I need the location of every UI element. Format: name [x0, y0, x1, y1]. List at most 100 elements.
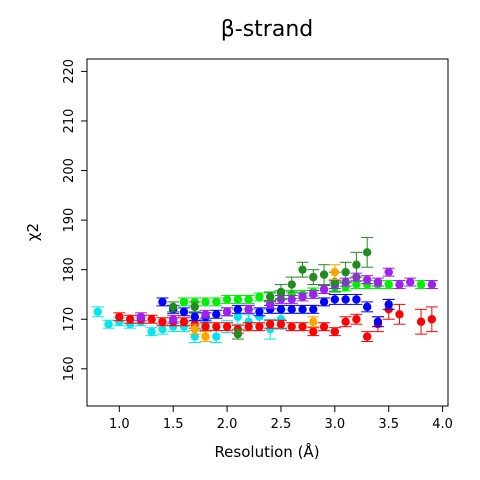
data-point: [201, 332, 210, 341]
data-point: [276, 287, 286, 297]
data-point: [384, 267, 393, 277]
data-point: [244, 305, 253, 314]
data-point: [125, 315, 135, 324]
data-point: [373, 277, 383, 287]
data-point: [222, 322, 232, 331]
data-point: [287, 280, 296, 289]
x-tick-label: 3.0: [325, 417, 346, 432]
series-5: [167, 236, 374, 340]
data-point: [352, 295, 361, 304]
data-point: [395, 310, 404, 319]
y-axis-label: χ2: [24, 223, 42, 241]
data-point: [362, 332, 372, 341]
y-tick-label: 190: [62, 208, 77, 233]
data-point: [427, 280, 437, 289]
data-point: [244, 295, 253, 304]
data-point: [298, 322, 307, 331]
data-point: [330, 267, 340, 277]
y-tick-label: 210: [62, 109, 77, 134]
x-axis-label: Resolution (Å): [214, 442, 319, 461]
data-point: [287, 305, 296, 314]
data-point: [406, 277, 415, 287]
data-point: [319, 270, 329, 279]
x-tick-label: 3.5: [378, 417, 399, 432]
data-point: [276, 320, 286, 329]
data-point: [427, 315, 437, 324]
data-point: [298, 292, 307, 302]
data-point: [190, 302, 199, 312]
data-point: [362, 248, 372, 257]
data-point: [104, 320, 113, 329]
series-4: [134, 267, 438, 324]
data-point: [265, 320, 275, 329]
data-point: [384, 280, 393, 289]
data-point: [190, 324, 199, 334]
data-point: [201, 297, 210, 307]
x-tick-label: 4.0: [432, 417, 453, 432]
data-point: [169, 302, 178, 312]
data-point: [341, 267, 350, 277]
data-point: [341, 317, 350, 326]
data-point: [179, 297, 189, 307]
data-point: [244, 322, 253, 331]
data-point: [255, 292, 264, 302]
data-point: [330, 327, 340, 336]
data-point: [233, 305, 243, 314]
y-tick-label: 180: [62, 257, 77, 282]
data-point: [352, 280, 361, 289]
data-point: [319, 297, 329, 307]
data-point: [158, 297, 167, 307]
data-point: [158, 324, 167, 334]
data-point: [416, 317, 426, 326]
data-point: [384, 300, 393, 309]
data-point: [255, 322, 264, 331]
data-point: [190, 312, 199, 321]
x-tick-label: 2.0: [217, 417, 238, 432]
chart-title: β-strand: [221, 17, 314, 42]
x-tick-label: 1.5: [163, 417, 184, 432]
data-point: [319, 322, 329, 331]
data-point: [309, 327, 318, 336]
data-point: [330, 295, 340, 304]
data-point: [362, 275, 372, 284]
data-point: [136, 312, 146, 321]
y-tick-label: 160: [62, 356, 77, 381]
data-point: [222, 295, 232, 304]
series-6: [188, 264, 341, 343]
data-point: [362, 302, 372, 312]
data-point: [93, 307, 102, 317]
data-point: [201, 322, 210, 331]
data-point: [212, 297, 221, 307]
data-point: [287, 322, 296, 331]
data-point: [169, 315, 178, 324]
data-point: [179, 317, 189, 326]
data-point: [319, 285, 329, 294]
data-point: [147, 315, 156, 324]
data-point: [212, 310, 221, 319]
data-point: [309, 272, 318, 282]
x-tick-label: 1.0: [109, 417, 130, 432]
data-point: [309, 290, 318, 299]
data-point: [287, 295, 296, 304]
series-layer: [91, 236, 438, 344]
data-point: [115, 312, 124, 321]
plot-frame: [86, 58, 449, 407]
x-tick-label: 2.5: [271, 417, 292, 432]
data-point: [158, 317, 167, 326]
data-point: [416, 280, 426, 289]
y-tick-label: 200: [62, 158, 77, 183]
data-point: [233, 295, 243, 304]
data-point: [352, 260, 361, 269]
data-point: [373, 317, 383, 326]
data-point: [309, 317, 318, 326]
data-point: [233, 312, 243, 321]
data-point: [341, 295, 350, 304]
y-axis: 160 170 180 190 200 210 220: [62, 59, 88, 381]
data-point: [298, 305, 307, 314]
data-point: [179, 307, 189, 317]
data-point: [276, 305, 286, 314]
data-point: [222, 307, 232, 317]
data-point: [233, 329, 243, 339]
data-point: [255, 307, 264, 317]
